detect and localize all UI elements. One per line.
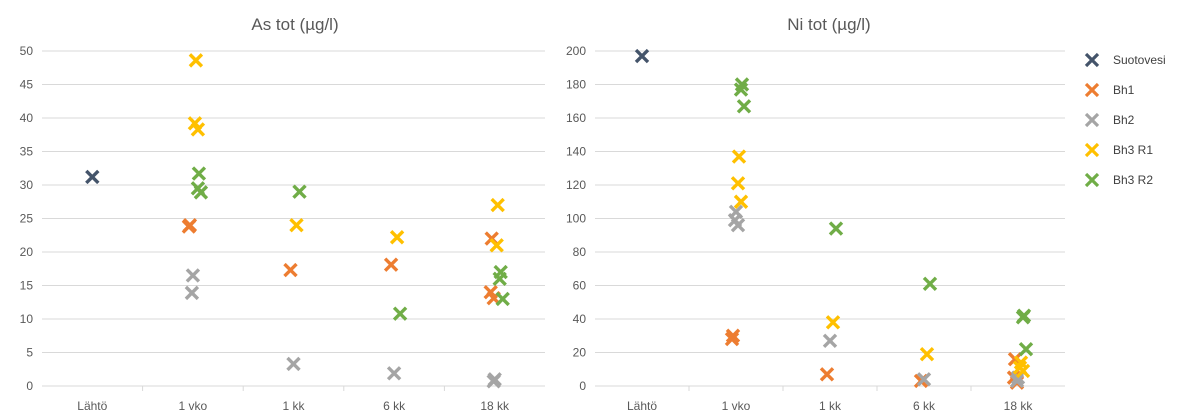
data-point: [828, 221, 844, 236]
y-tick-label: 200: [566, 44, 586, 58]
data-point: [736, 99, 752, 114]
legend-label: Bh2: [1113, 113, 1135, 127]
data-point: [185, 268, 201, 283]
x-tick-label: 6 kk: [913, 399, 936, 413]
data-point: [495, 291, 510, 307]
y-tick-label: 40: [20, 111, 34, 125]
data-point: [922, 276, 938, 292]
x-tick-label: 18 kk: [1004, 399, 1034, 413]
y-tick-label: 5: [26, 346, 33, 360]
y-tick-label: 30: [20, 178, 34, 192]
data-point: [733, 82, 749, 97]
data-point: [490, 197, 505, 213]
data-point: [389, 230, 405, 245]
y-tick-label: 100: [566, 212, 586, 226]
data-point: [193, 185, 209, 200]
data-point: [188, 53, 204, 68]
legend-label: Suotovesi: [1113, 53, 1166, 67]
y-tick-label: 60: [573, 279, 587, 293]
x-tick-label: 1 vko: [722, 399, 751, 413]
x-tick-label: Lähtö: [77, 399, 107, 413]
data-point: [191, 166, 207, 181]
legend-item-bh2: Bh2: [1083, 110, 1183, 140]
y-tick-label: 40: [573, 312, 587, 326]
data-point: [1018, 341, 1034, 357]
data-point: [819, 367, 835, 382]
legend-item-bh3-r1: Bh3 R1: [1083, 140, 1183, 170]
data-point: [181, 219, 197, 234]
y-tick-label: 50: [20, 44, 34, 58]
chart-title: As tot (µg/l): [251, 15, 338, 34]
y-tick-label: 15: [20, 279, 34, 293]
x-tick-label: Lähtö: [627, 399, 657, 413]
x-marker-icon: [1084, 142, 1100, 158]
data-point: [289, 217, 304, 233]
y-tick-label: 80: [573, 245, 587, 259]
legend-item-bh3-r2: Bh3 R2: [1083, 170, 1183, 200]
x-tick-label: 1 vko: [179, 399, 208, 413]
y-tick-label: 20: [573, 346, 587, 360]
chart-title: Ni tot (µg/l): [787, 15, 870, 34]
data-point: [1015, 363, 1031, 379]
y-tick-label: 180: [566, 78, 586, 92]
data-point: [283, 262, 298, 278]
y-tick-label: 10: [20, 312, 34, 326]
legend-label: Bh3 R1: [1113, 143, 1154, 157]
data-point: [916, 372, 932, 387]
y-tick-label: 25: [20, 212, 34, 226]
x-tick-label: 6 kk: [383, 399, 406, 413]
data-point: [919, 346, 935, 362]
data-point: [486, 374, 501, 389]
legend-item-bh1: Bh1: [1083, 80, 1183, 110]
x-marker-icon: [1084, 82, 1100, 98]
y-tick-label: 20: [20, 245, 34, 259]
data-point: [634, 48, 650, 64]
data-point: [190, 122, 206, 137]
y-tick-label: 0: [26, 379, 33, 393]
legend-item-suotovesi: Suotovesi: [1083, 50, 1183, 80]
data-point: [85, 169, 100, 185]
x-tick-label: 1 kk: [819, 399, 842, 413]
data-point: [825, 315, 841, 330]
data-point: [184, 285, 200, 301]
data-point: [383, 257, 399, 272]
legend-label: Bh1: [1113, 83, 1135, 97]
data-point: [292, 184, 307, 199]
data-point: [730, 176, 746, 191]
data-point: [386, 366, 402, 381]
data-point: [731, 149, 747, 164]
y-tick-label: 140: [566, 145, 586, 159]
y-tick-label: 35: [20, 145, 34, 159]
y-tick-label: 45: [20, 78, 34, 92]
data-point: [724, 331, 740, 347]
y-tick-label: 0: [579, 379, 586, 393]
x-marker-icon: [1084, 52, 1100, 68]
data-point: [392, 306, 408, 321]
y-tick-label: 160: [566, 111, 586, 125]
data-point: [1009, 373, 1025, 389]
x-tick-label: 18 kk: [480, 399, 510, 413]
x-marker-icon: [1084, 172, 1100, 188]
legend: Suotovesi Bh1 Bh2 Bh3 R1 Bh3 R2: [1083, 50, 1183, 200]
x-marker-icon: [1084, 112, 1100, 128]
data-point: [733, 194, 749, 209]
data-point: [822, 333, 838, 348]
y-tick-label: 120: [566, 178, 586, 192]
x-tick-label: 1 kk: [282, 399, 305, 413]
data-point: [492, 271, 507, 287]
data-point: [489, 238, 504, 253]
data-point: [286, 356, 301, 372]
legend-label: Bh3 R2: [1113, 173, 1154, 187]
data-point: [730, 217, 746, 233]
data-point: [1015, 310, 1031, 325]
